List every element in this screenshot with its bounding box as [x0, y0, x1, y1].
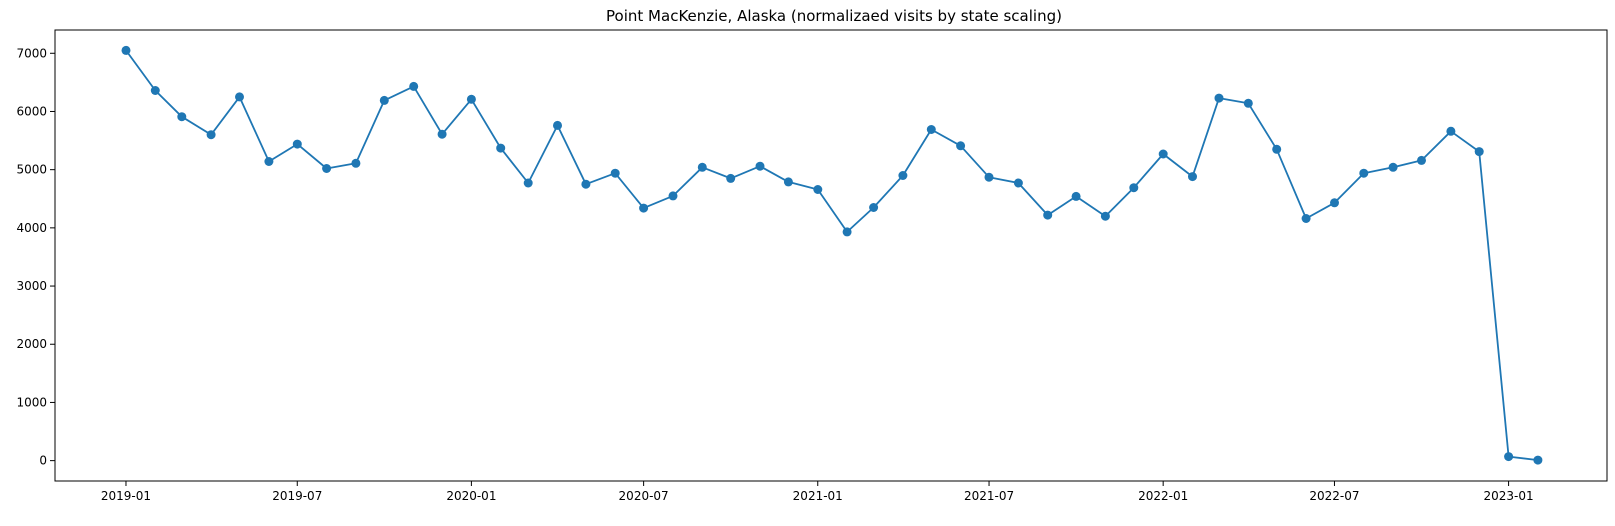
series-line [125, 49, 1539, 461]
y-tick-label: 4000 [16, 221, 47, 235]
data-point [1417, 155, 1426, 165]
data-point [1533, 455, 1543, 465]
data-point [984, 172, 994, 182]
x-tick-label: 2021-01 [793, 489, 843, 503]
data-point [697, 162, 707, 172]
data-point [726, 173, 736, 183]
data-point [1301, 214, 1311, 223]
data-point [898, 171, 908, 180]
y-tick-label: 3000 [16, 279, 47, 293]
data-point [351, 158, 361, 168]
x-tick-label: 2020-07 [619, 489, 669, 503]
data-point [813, 185, 823, 194]
data-point [322, 164, 332, 173]
data-point [1474, 147, 1484, 157]
x-tick-label: 2023-01 [1484, 489, 1534, 503]
data-point [1243, 98, 1253, 108]
y-tick-label: 7000 [16, 46, 47, 60]
plot-frame [54, 29, 1608, 482]
data-point [1100, 211, 1110, 221]
x-tick-label: 2021-07 [964, 489, 1014, 503]
x-tick-label: 2019-07 [272, 489, 322, 503]
data-point [466, 94, 476, 104]
data-point [842, 227, 852, 237]
data-point [1359, 168, 1369, 178]
y-tick-label: 2000 [16, 337, 47, 351]
data-point [379, 95, 389, 105]
y-tick-label: 6000 [16, 104, 47, 118]
data-point [869, 203, 879, 212]
data-point [292, 139, 302, 149]
data-point [496, 143, 506, 153]
data-point [581, 179, 591, 189]
data-point [1446, 126, 1456, 136]
y-axis: 0 1000 2000 3000 4000 5000 6000 7000 [16, 46, 55, 468]
x-tick-label: 2022-07 [1309, 489, 1359, 503]
x-tick-label: 2020-01 [446, 489, 496, 503]
data-point [121, 45, 131, 55]
x-tick-label: 2019-01 [101, 489, 151, 503]
y-tick-label: 1000 [16, 395, 47, 409]
x-tick-label: 2022-01 [1138, 489, 1188, 503]
data-point [1158, 149, 1168, 159]
data-point [1388, 162, 1398, 172]
chart-title: Point MacKenzie, Alaska (normalizaed vis… [606, 7, 1062, 25]
data-point [264, 157, 274, 166]
data-point [1013, 178, 1023, 188]
data-point [926, 125, 936, 134]
y-tick-label: 5000 [16, 163, 47, 177]
data-point [206, 130, 216, 140]
data-point [956, 141, 966, 151]
data-point [1188, 172, 1197, 182]
data-point [553, 120, 562, 130]
data-point [437, 129, 447, 139]
data-point [1214, 93, 1224, 103]
data-point [523, 178, 533, 188]
data-point [639, 203, 649, 213]
data-point [150, 86, 160, 95]
data-point [755, 161, 765, 171]
data-point [1504, 452, 1514, 462]
data-point [668, 191, 678, 201]
data-point [1129, 183, 1139, 193]
data-point [783, 177, 793, 187]
data-point [1043, 210, 1053, 220]
data-point [1330, 198, 1339, 208]
data-point [177, 112, 187, 122]
y-tick-label: 0 [39, 454, 47, 468]
data-point [1272, 144, 1282, 154]
x-axis: 2019-01 2019-07 2020-01 2020-07 2021-01 2021-… [101, 481, 1534, 503]
data-point [1071, 191, 1081, 201]
series-markers [121, 45, 1543, 465]
data-point [610, 168, 620, 178]
data-point [235, 92, 244, 102]
data-point [409, 81, 419, 91]
